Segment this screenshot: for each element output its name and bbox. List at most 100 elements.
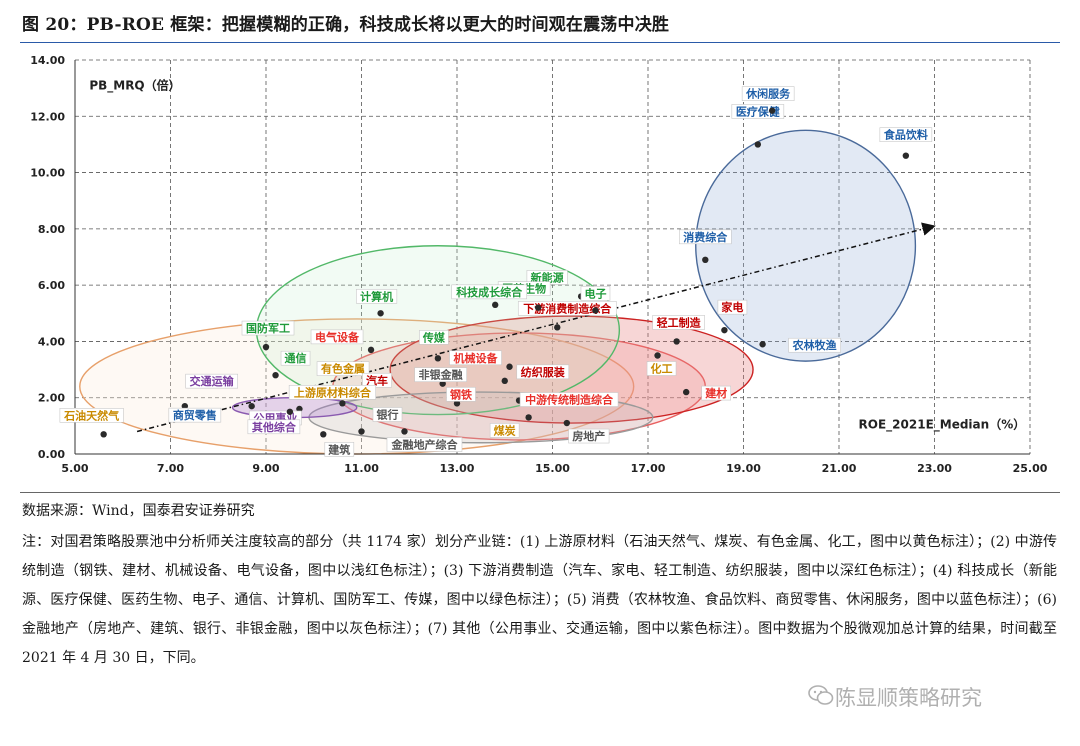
y-axis-label: PB_MRQ（倍） bbox=[89, 78, 180, 94]
data-point bbox=[358, 428, 365, 435]
point-label-box bbox=[288, 385, 376, 400]
point-label-box bbox=[741, 86, 795, 101]
x-tick-label: 5.00 bbox=[61, 462, 88, 475]
point-label-box bbox=[449, 350, 502, 366]
data-point bbox=[592, 307, 599, 314]
point-label: 中游传统制造综合 bbox=[525, 393, 614, 407]
point-label-box bbox=[324, 441, 355, 457]
point-label: 上游原材料综合 bbox=[294, 385, 372, 399]
point-label: 轻工制造 bbox=[657, 315, 702, 329]
point-label: 其他综合 bbox=[252, 420, 297, 434]
point-label: 金融地产综合 bbox=[390, 437, 458, 451]
point-label-box bbox=[701, 385, 732, 401]
figure-title: 图 20：PB-ROE 框架：把握模糊的正确，科技成长将以更大的时间观在震荡中决… bbox=[22, 15, 670, 35]
cluster-ellipse-downstream bbox=[389, 315, 754, 424]
point-label-box bbox=[241, 320, 295, 336]
point-label-box bbox=[316, 361, 370, 376]
point-label-box bbox=[446, 387, 476, 402]
point-label-box bbox=[519, 392, 619, 407]
title-rule bbox=[20, 42, 1060, 43]
point-label: 新能源 bbox=[531, 270, 564, 284]
footnote: 注：对国君策略股票池中分析师关注度较高的部分（共 1174 家）划分产业链：(1… bbox=[22, 534, 1057, 666]
y-tick-label: 4.00 bbox=[38, 335, 65, 348]
data-point bbox=[534, 304, 542, 311]
data-point bbox=[248, 402, 255, 410]
data-point bbox=[439, 380, 446, 387]
point-label: 医疗保健 bbox=[736, 104, 781, 118]
y-tick-label: 8.00 bbox=[38, 223, 65, 236]
point-label: 建筑 bbox=[328, 442, 350, 456]
x-tick-label: 7.00 bbox=[157, 462, 184, 475]
point-label: 建材 bbox=[705, 386, 727, 400]
data-point bbox=[377, 310, 384, 317]
pb-roe-scatter-chart: 5.00 7.00 9.00 11.00 13.00 15.00 17.00 19.00 21.… bbox=[30, 54, 1048, 475]
point-label: 计算机 bbox=[360, 289, 393, 303]
point-label: 纺织服装 bbox=[521, 365, 565, 379]
x-tick-label: 13.00 bbox=[440, 462, 475, 475]
point-label: 传媒 bbox=[422, 330, 446, 344]
data-point bbox=[492, 301, 499, 309]
data-point bbox=[320, 431, 327, 438]
data-point bbox=[367, 346, 375, 354]
data-point bbox=[339, 400, 346, 407]
point-label: 休闲服务 bbox=[745, 87, 791, 101]
data-point bbox=[759, 341, 766, 348]
point-label: 房地产 bbox=[572, 429, 605, 443]
data-point bbox=[721, 326, 728, 334]
x-tick-label: 17.00 bbox=[631, 462, 666, 475]
point-label: 通信 bbox=[285, 351, 307, 365]
data-point bbox=[453, 400, 461, 407]
data-point bbox=[683, 388, 690, 396]
source-rule bbox=[20, 492, 1060, 493]
data-point bbox=[434, 355, 442, 362]
point-label: 家电 bbox=[721, 300, 743, 314]
x-axis-label: ROE_2021E_Median（%） bbox=[859, 417, 1026, 433]
y-tick-label: 10.00 bbox=[30, 167, 65, 180]
point-label-box bbox=[879, 127, 933, 142]
point-label: 钢铁 bbox=[450, 387, 472, 401]
point-label: 化工 bbox=[651, 362, 673, 376]
data-point bbox=[272, 372, 279, 379]
point-label-box bbox=[489, 423, 520, 438]
point-label-box bbox=[280, 350, 311, 366]
point-label-box bbox=[310, 329, 364, 345]
data-point bbox=[702, 256, 709, 264]
point-label-box bbox=[168, 407, 222, 423]
point-label-box bbox=[580, 286, 611, 301]
data-source: 数据来源：Wind，国泰君安证券研究 bbox=[22, 503, 255, 519]
y-tick-label: 6.00 bbox=[38, 279, 65, 292]
data-point bbox=[902, 152, 910, 159]
point-label: 煤炭 bbox=[494, 423, 516, 437]
x-tick-label: 25.00 bbox=[1013, 462, 1048, 475]
x-tick-label: 19.00 bbox=[726, 462, 761, 475]
data-point bbox=[554, 324, 561, 331]
point-label: 电气设备 bbox=[315, 330, 360, 344]
x-tick-label: 15.00 bbox=[535, 462, 570, 475]
data-point bbox=[100, 431, 107, 438]
point-label-box bbox=[414, 367, 467, 382]
point-label-box bbox=[59, 407, 124, 423]
point-label-box bbox=[516, 364, 570, 380]
data-point bbox=[768, 107, 776, 114]
point-label-box bbox=[678, 229, 732, 245]
point-label: 食品饮料 bbox=[884, 128, 928, 142]
point-label-box bbox=[652, 315, 705, 330]
point-label-box bbox=[185, 373, 238, 389]
point-label-box bbox=[517, 301, 617, 316]
point-label: 国防军工 bbox=[246, 321, 290, 335]
wechat-logo-icon bbox=[808, 685, 834, 705]
x-tick-label: 11.00 bbox=[344, 462, 379, 475]
point-label: 石油天然气 bbox=[63, 408, 119, 422]
data-point bbox=[506, 363, 513, 370]
point-label-box bbox=[646, 361, 677, 376]
data-point bbox=[286, 408, 294, 415]
y-tick-label: 14.00 bbox=[30, 54, 65, 67]
point-label-box bbox=[788, 337, 841, 353]
point-label: 交通运输 bbox=[190, 374, 235, 388]
y-tick-label: 12.00 bbox=[30, 110, 65, 123]
point-label-box bbox=[717, 299, 748, 315]
point-label-box bbox=[419, 330, 449, 345]
point-label-box bbox=[362, 372, 392, 388]
point-label: 银行 bbox=[377, 407, 399, 421]
